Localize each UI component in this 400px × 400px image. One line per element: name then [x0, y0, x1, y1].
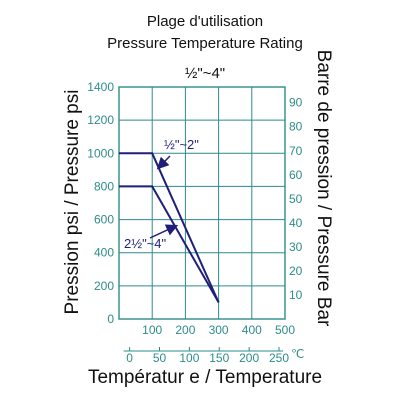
y-tick-label-psi: 1200: [87, 113, 114, 127]
y-tick-label-psi: 1000: [87, 146, 114, 160]
y-tick-label-bar: 60: [289, 168, 303, 182]
x-axis-title: Températur e / Temperature: [88, 367, 322, 388]
x-tick-label-celsius: 150: [209, 351, 229, 365]
y-tick-label-psi: 200: [94, 279, 114, 293]
y-axis-title-left: Pression psi / Pressure psi: [62, 90, 83, 315]
x-tick-label-fahrenheit: 400: [242, 323, 262, 337]
annotations: ½"~2" 2½"~4": [124, 137, 199, 251]
x-tick-label-celsius: 50: [153, 351, 167, 365]
x-tick-label-fahrenheit: 200: [175, 323, 195, 337]
series-lines: [119, 152, 220, 303]
celsius-unit-label: ℃: [291, 347, 304, 361]
x-tick-label-celsius: 250: [269, 351, 289, 365]
x-tick-label-celsius: 200: [239, 351, 259, 365]
y-tick-label-bar: 30: [289, 240, 303, 254]
x-tick-label-fahrenheit: 100: [142, 323, 162, 337]
x-tick-label-celsius: 100: [179, 351, 199, 365]
series-label-small-sizes: ½"~2": [164, 137, 199, 152]
tick-labels: 0200400600800100012001400102030405060708…: [87, 80, 304, 365]
y-tick-label-bar: 10: [289, 288, 303, 302]
size-range-label: ½"~4": [185, 65, 225, 82]
y-axis-title-right: Barre de pression / Pressure Bar: [313, 50, 334, 327]
series-line-1: [119, 152, 220, 303]
x-tick-label-celsius: 0: [126, 351, 133, 365]
x-tick-label-fahrenheit: 500: [275, 323, 295, 337]
chart-title-french: Plage d'utilisation: [147, 13, 263, 30]
plot-frame: [118, 86, 286, 320]
y-tick-label-psi: 400: [94, 246, 114, 260]
arrow-large-sizes: [149, 224, 179, 239]
y-tick-label-bar: 80: [289, 120, 303, 134]
y-tick-label-psi: 0: [107, 312, 114, 326]
arrow-small-sizes: [156, 155, 171, 170]
y-tick-label-bar: 40: [289, 216, 303, 230]
series-line-2: [119, 185, 220, 303]
y-tick-label-psi: 1400: [87, 80, 114, 94]
y-tick-label-bar: 70: [289, 144, 303, 158]
y-tick-label-psi: 600: [94, 213, 114, 227]
grid: [118, 86, 286, 320]
y-tick-label-bar: 90: [289, 96, 303, 110]
y-tick-label-psi: 800: [94, 179, 114, 193]
chart-title-english: Pressure Temperature Rating: [107, 35, 303, 52]
series-label-large-sizes: 2½"~4": [124, 236, 167, 251]
x-tick-label-fahrenheit: 300: [209, 323, 229, 337]
y-tick-label-bar: 20: [289, 264, 303, 278]
y-tick-label-bar: 50: [289, 192, 303, 206]
